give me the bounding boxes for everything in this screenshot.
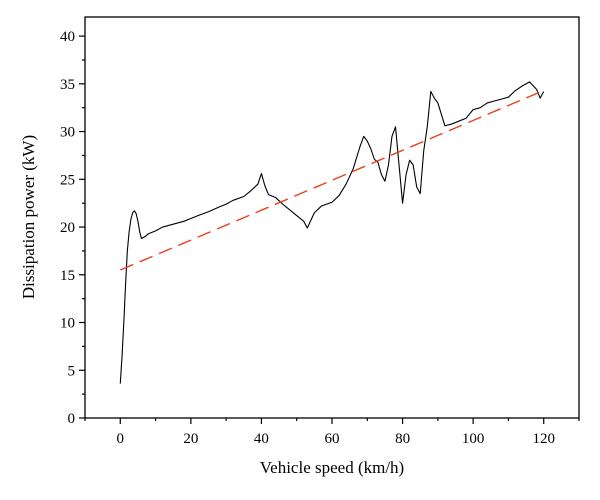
y-tick-label: 40: [60, 29, 75, 45]
y-tick-label: 30: [60, 125, 75, 141]
x-tick-label: 120: [532, 431, 555, 447]
ticks-layer: 0 20 40 60 80 100 120 0 5 10 15 20 25 30 35 40: [60, 29, 580, 447]
x-axis-title: Vehicle speed (km/h): [260, 458, 404, 477]
y-tick-label: 25: [60, 172, 75, 188]
x-tick-label: 0: [117, 431, 125, 447]
x-tick-label: 100: [462, 431, 485, 447]
linear-fit-line: [120, 89, 544, 271]
measured-power-line: [119, 81, 545, 384]
y-tick-label: 20: [60, 220, 75, 236]
y-tick-label: 35: [60, 77, 75, 93]
x-tick-label: 40: [254, 431, 269, 447]
y-tick-label: 10: [60, 316, 75, 332]
x-tick-label: 60: [325, 431, 340, 447]
y-tick-label: 5: [68, 363, 76, 379]
plot-frame: [84, 16, 580, 419]
x-tick-label: 20: [183, 431, 198, 447]
series-layer: [119, 81, 545, 384]
x-tick-label: 80: [395, 431, 410, 447]
y-tick-label: 15: [60, 268, 75, 284]
y-axis-title: Dissipation power (kW): [19, 135, 38, 299]
y-tick-label: 0: [68, 411, 76, 427]
